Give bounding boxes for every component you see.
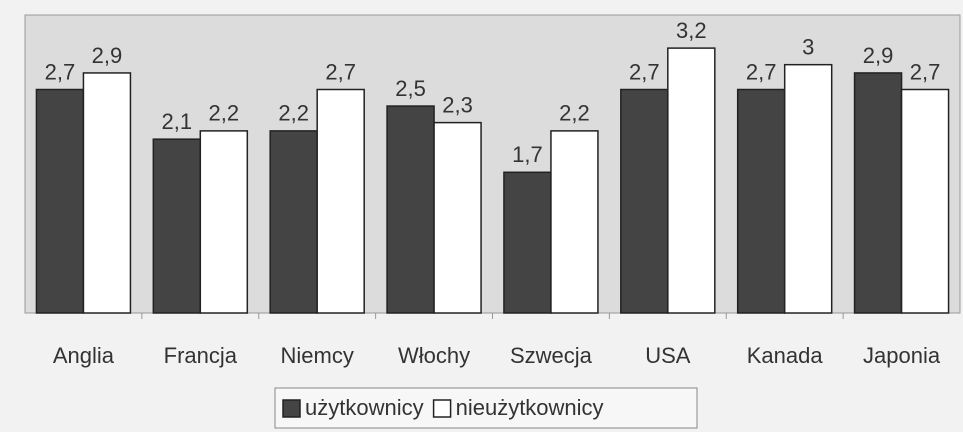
x-tick-label: Anglia — [53, 343, 115, 368]
legend-label: użytkownicy — [305, 395, 424, 420]
bar — [783, 63, 833, 314]
bar — [152, 138, 202, 314]
bar — [199, 130, 249, 314]
data-label: 2,2 — [559, 101, 590, 126]
bar — [35, 88, 85, 314]
data-label: 3,2 — [676, 18, 707, 43]
x-tick-label: Włochy — [398, 343, 470, 368]
bar — [853, 72, 903, 314]
data-label: 2,5 — [395, 76, 426, 101]
x-tick-label: Szwecja — [510, 343, 593, 368]
bar — [620, 88, 669, 314]
data-label: 2,1 — [162, 109, 193, 134]
bar — [386, 105, 435, 314]
bar — [82, 72, 132, 314]
x-tick-label: USA — [645, 343, 691, 368]
legend-swatch — [432, 399, 452, 418]
data-label: 2,9 — [92, 43, 123, 68]
data-label: 2,2 — [209, 101, 240, 126]
bar — [667, 47, 716, 314]
data-label: 2,7 — [910, 59, 941, 84]
bar — [269, 130, 318, 314]
data-label: 2,2 — [278, 101, 309, 126]
data-label: 2,7 — [629, 59, 660, 84]
bar — [550, 130, 599, 314]
x-tick-label: Kanada — [747, 343, 824, 368]
data-label: 2,7 — [746, 59, 777, 84]
data-label: 2,7 — [45, 59, 76, 84]
legend-box — [274, 387, 698, 429]
data-label: 1,7 — [512, 142, 543, 167]
legend-swatch — [282, 399, 301, 418]
bar — [736, 88, 786, 314]
data-label: 2,7 — [325, 59, 356, 84]
bar — [316, 88, 365, 314]
data-label: 2,3 — [442, 92, 473, 117]
x-tick-label: Niemcy — [281, 343, 354, 368]
bar — [503, 171, 552, 314]
bar — [433, 121, 482, 314]
data-label: 2,9 — [863, 43, 894, 68]
legend-label: nieużytkownicy — [456, 395, 604, 420]
data-label: 3 — [802, 34, 814, 59]
x-tick-label: Japonia — [863, 343, 941, 368]
bar — [900, 88, 950, 314]
x-tick-label: Francja — [164, 343, 238, 368]
